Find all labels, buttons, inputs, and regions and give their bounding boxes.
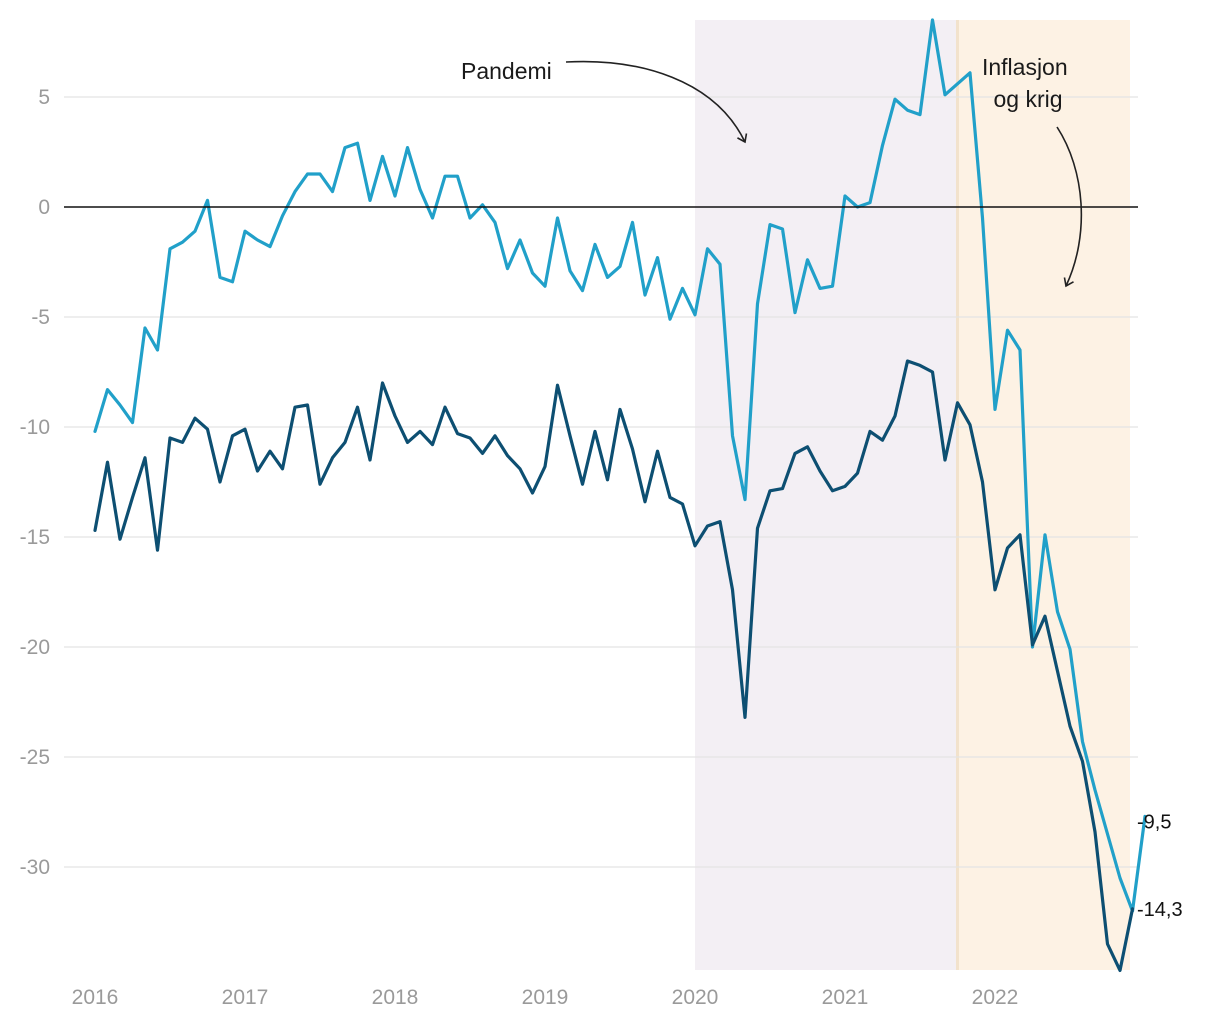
x-tick-label: 2017 — [222, 986, 269, 1009]
pandemic-arrow — [565, 60, 748, 144]
series-line-light — [93, 18, 1147, 913]
inflation-arrow — [1056, 126, 1083, 288]
inflation-annotation-line-1: Inflasjon — [982, 54, 1068, 80]
x-tick-label: 2016 — [72, 986, 119, 1009]
series-line-dark — [93, 359, 1135, 973]
y-tick-label: -15 — [20, 526, 50, 549]
pandemic-annotation: Pandemi — [461, 58, 552, 84]
y-tick-label: -25 — [20, 746, 50, 769]
x-tick-label: 2021 — [822, 986, 869, 1009]
end-label-dark: -14,3 — [1137, 899, 1183, 921]
end-label-light: -9,5 — [1137, 811, 1171, 833]
pandemic-annotation-line: Pandemi — [461, 58, 552, 84]
x-tick-label: 2019 — [522, 986, 569, 1009]
x-tick-label: 2020 — [672, 986, 719, 1009]
inflation-annotation-line-2: og krig — [993, 86, 1062, 112]
x-tick-label: 2018 — [372, 986, 419, 1009]
inflation-annotation: Inflasjon og krig — [982, 54, 1074, 112]
pandemic-region — [695, 20, 958, 970]
y-tick-label: 5 — [38, 86, 50, 109]
y-tick-label: 0 — [38, 196, 50, 219]
x-tick-label: 2022 — [972, 986, 1019, 1009]
y-tick-label: -20 — [20, 636, 50, 659]
y-tick-label: -10 — [20, 416, 50, 439]
y-tick-label: -30 — [20, 856, 50, 879]
y-tick-label: -5 — [31, 306, 50, 329]
